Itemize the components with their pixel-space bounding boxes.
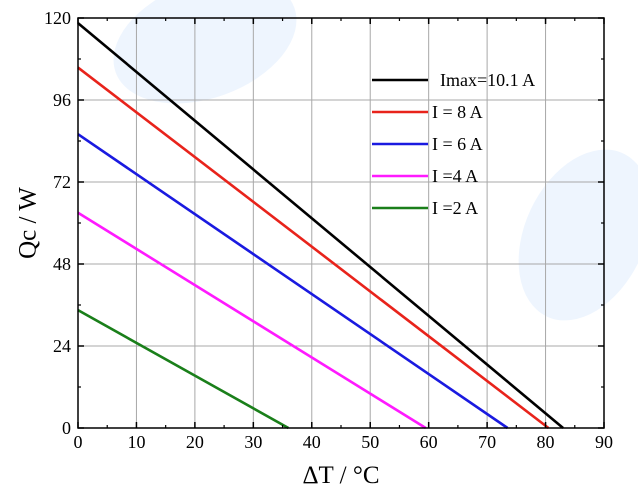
- legend-label-3: I = 6 A: [432, 134, 483, 154]
- x-tick-label: 0: [74, 432, 83, 452]
- grid: [78, 18, 604, 428]
- series-layer: [77, 22, 564, 430]
- tick-labels: 0 10 20 30 40 50 60 70 80 90 0 24 48 72 96 120: [44, 8, 613, 452]
- series-line-4: [77, 211, 427, 430]
- series-line-2: [77, 66, 550, 430]
- legend: Imax=10.1 A I = 8 A I = 6 A I =4 A I =2 A: [372, 70, 535, 218]
- y-tick-label: 96: [53, 90, 71, 110]
- legend-label-5: I =2 A: [432, 198, 478, 218]
- y-tick-label: 48: [53, 254, 71, 274]
- x-tick-label: 50: [361, 432, 379, 452]
- series-line-3: [77, 133, 509, 430]
- watermark: [113, 0, 638, 321]
- series-line-5: [77, 308, 290, 430]
- x-tick-label: 30: [244, 432, 262, 452]
- x-tick-label: 60: [420, 432, 438, 452]
- x-tick-label: 40: [303, 432, 321, 452]
- legend-label-2: I = 8 A: [432, 102, 483, 122]
- x-axis-title: ΔT / °C: [302, 462, 379, 489]
- x-tick-label: 90: [595, 432, 613, 452]
- y-tick-label: 120: [44, 8, 71, 28]
- watermark-shape: [518, 149, 638, 321]
- legend-label-1: Imax=10.1 A: [440, 70, 535, 90]
- series-line-1: [77, 22, 564, 429]
- x-tick-label: 70: [478, 432, 496, 452]
- y-tick-label: 0: [62, 418, 71, 438]
- y-axis-title: Qc / W: [15, 187, 42, 259]
- y-tick-label: 72: [53, 172, 71, 192]
- legend-label-4: I =4 A: [432, 166, 478, 186]
- ticks: [77, 17, 605, 429]
- x-tick-label: 80: [537, 432, 555, 452]
- x-tick-label: 20: [186, 432, 204, 452]
- watermark-shape: [113, 0, 297, 104]
- x-tick-label: 10: [127, 432, 145, 452]
- y-tick-label: 24: [53, 336, 71, 356]
